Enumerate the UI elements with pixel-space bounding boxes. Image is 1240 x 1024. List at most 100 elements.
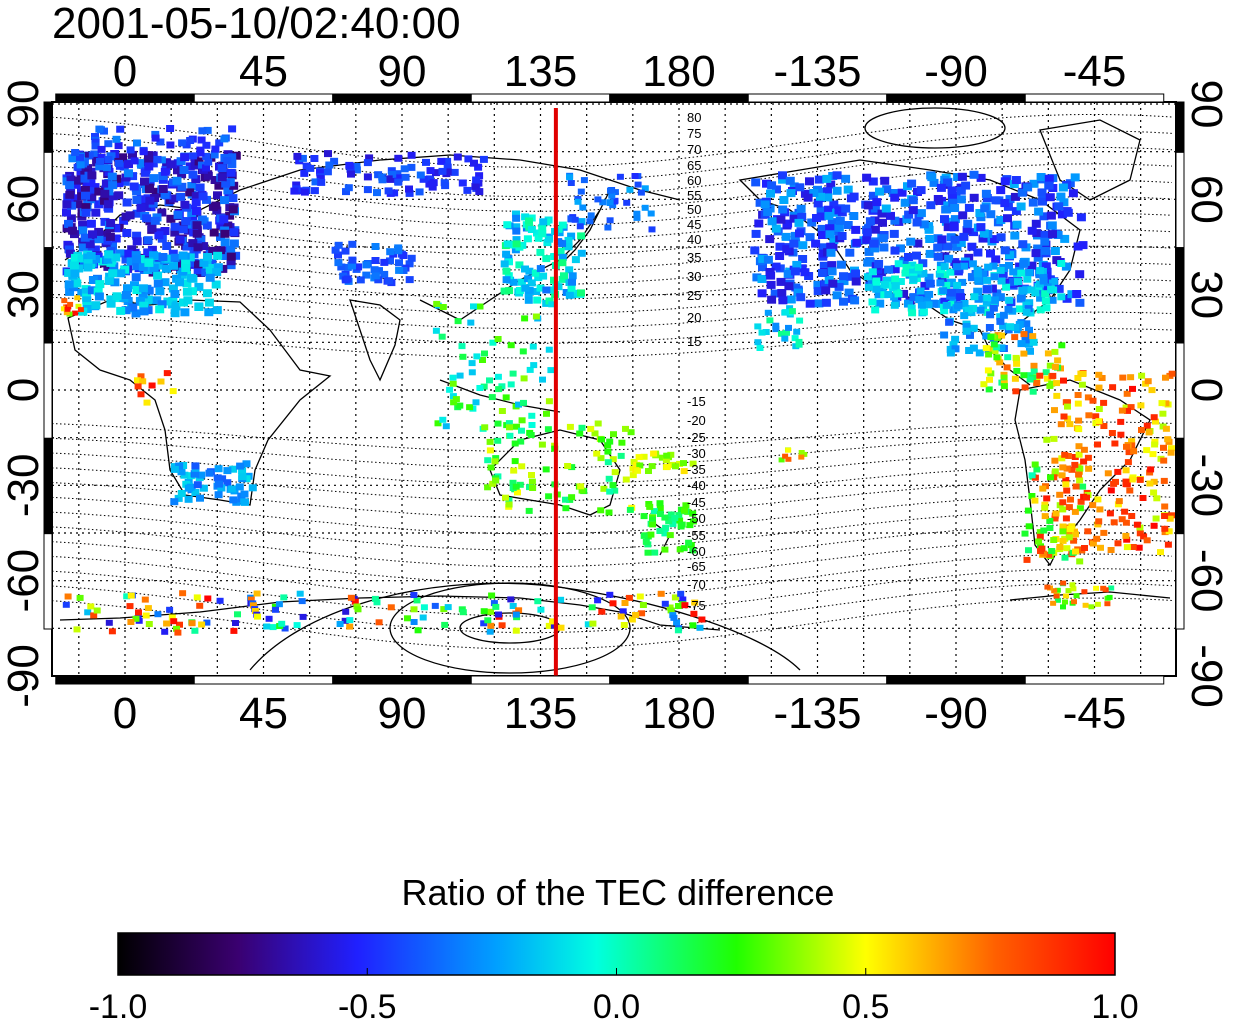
tec-cell: [177, 182, 187, 191]
tec-cell: [533, 296, 542, 304]
tec-cell: [1085, 412, 1093, 419]
tec-cell: [963, 219, 973, 228]
tec-cell: [362, 271, 371, 279]
plot-title: 2001-05-10/02:40:00: [52, 0, 461, 48]
tec-cell: [404, 615, 411, 622]
tec-cell: [771, 224, 781, 233]
tec-cell: [868, 177, 878, 186]
tec-cell: [534, 274, 543, 282]
axis-bar-block: [886, 675, 1026, 685]
tec-cell: [826, 242, 836, 251]
tec-cell: [527, 226, 536, 233]
tec-cell: [864, 283, 873, 291]
tec-cell: [943, 242, 953, 251]
tec-cell: [363, 186, 372, 194]
tec-cell: [439, 304, 447, 310]
tec-cell: [869, 239, 879, 248]
tec-cell: [820, 280, 830, 289]
tec-cell: [487, 608, 495, 615]
tec-cell: [1056, 192, 1066, 201]
tec-cell: [623, 199, 631, 206]
x-tick-label-bottom: -90: [924, 689, 988, 738]
tec-cell: [944, 254, 954, 263]
tec-cell: [1003, 364, 1011, 371]
tec-cell: [191, 489, 200, 496]
tec-cell: [1065, 588, 1072, 594]
tec-cell: [566, 174, 574, 181]
tec-cell: [476, 385, 484, 391]
tec-cell: [234, 611, 241, 618]
tec-cell: [868, 298, 877, 306]
tec-cell: [909, 293, 919, 302]
tec-cell: [107, 172, 117, 181]
tec-cell: [917, 301, 926, 309]
tec-cell: [675, 512, 683, 519]
tec-cell: [933, 252, 943, 261]
tec-cell: [1126, 487, 1134, 494]
tec-cell: [104, 156, 113, 163]
tec-cell: [1060, 604, 1066, 610]
axis-bar-block: [193, 675, 334, 685]
tec-cell: [890, 265, 900, 274]
contour-label: 60: [687, 173, 701, 188]
tec-cell: [199, 484, 208, 492]
tec-cell: [960, 262, 969, 270]
tec-cell: [696, 624, 704, 631]
tec-cell: [1128, 442, 1136, 449]
contour-label: 45: [687, 217, 701, 232]
tec-cell: [1123, 544, 1131, 551]
tec-cell: [946, 349, 955, 357]
tec-cell: [1054, 587, 1061, 593]
tec-cell: [149, 264, 159, 272]
tec-cell: [509, 479, 517, 486]
tec-cell: [606, 438, 614, 445]
tec-cell: [1030, 362, 1038, 369]
tec-cell: [177, 490, 186, 497]
tec-cell: [1074, 400, 1082, 407]
tec-cell: [202, 141, 211, 149]
tec-cell: [78, 243, 88, 252]
tec-cell: [120, 177, 130, 186]
tec-cell: [620, 622, 628, 628]
tec-cell: [112, 135, 121, 143]
tec-cell: [194, 260, 203, 269]
tec-cell: [900, 198, 910, 207]
tec-cell: [473, 353, 481, 360]
tec-cell: [969, 170, 979, 179]
tec-cell: [1044, 174, 1054, 183]
tec-cell: [925, 279, 935, 288]
tec-cell: [210, 151, 219, 159]
tec-cell: [626, 506, 634, 513]
tec-cell: [135, 609, 142, 616]
tec-cell: [1080, 446, 1088, 453]
tec-cell: [342, 608, 350, 615]
tec-cell: [170, 222, 180, 231]
tec-cell: [529, 485, 537, 491]
tec-cell: [908, 206, 918, 215]
tec-cell: [64, 245, 74, 254]
tec-cell: [564, 463, 572, 469]
tec-cell: [788, 308, 796, 315]
tec-cell: [325, 161, 334, 169]
tec-cell: [275, 601, 283, 608]
tec-cell: [186, 483, 195, 491]
tec-cell: [495, 611, 502, 618]
tec-cell: [1054, 202, 1064, 211]
tec-cell: [90, 150, 100, 159]
tec-cell: [1149, 451, 1157, 458]
colorbar-tick-label: -1.0: [89, 988, 148, 1024]
tec-cell: [880, 176, 890, 185]
tec-cell: [678, 521, 686, 528]
tec-cell: [772, 322, 780, 329]
tec-cell: [1062, 481, 1070, 488]
tec-cell: [193, 243, 203, 252]
tec-cell: [346, 165, 355, 173]
tec-cell: [487, 622, 495, 629]
tec-cell: [587, 425, 595, 432]
tec-cell: [941, 271, 950, 279]
tec-cell: [160, 227, 170, 235]
tec-cell: [566, 423, 574, 430]
tec-cell: [199, 242, 209, 251]
tec-cell: [1038, 197, 1047, 206]
tec-cell: [385, 277, 394, 285]
